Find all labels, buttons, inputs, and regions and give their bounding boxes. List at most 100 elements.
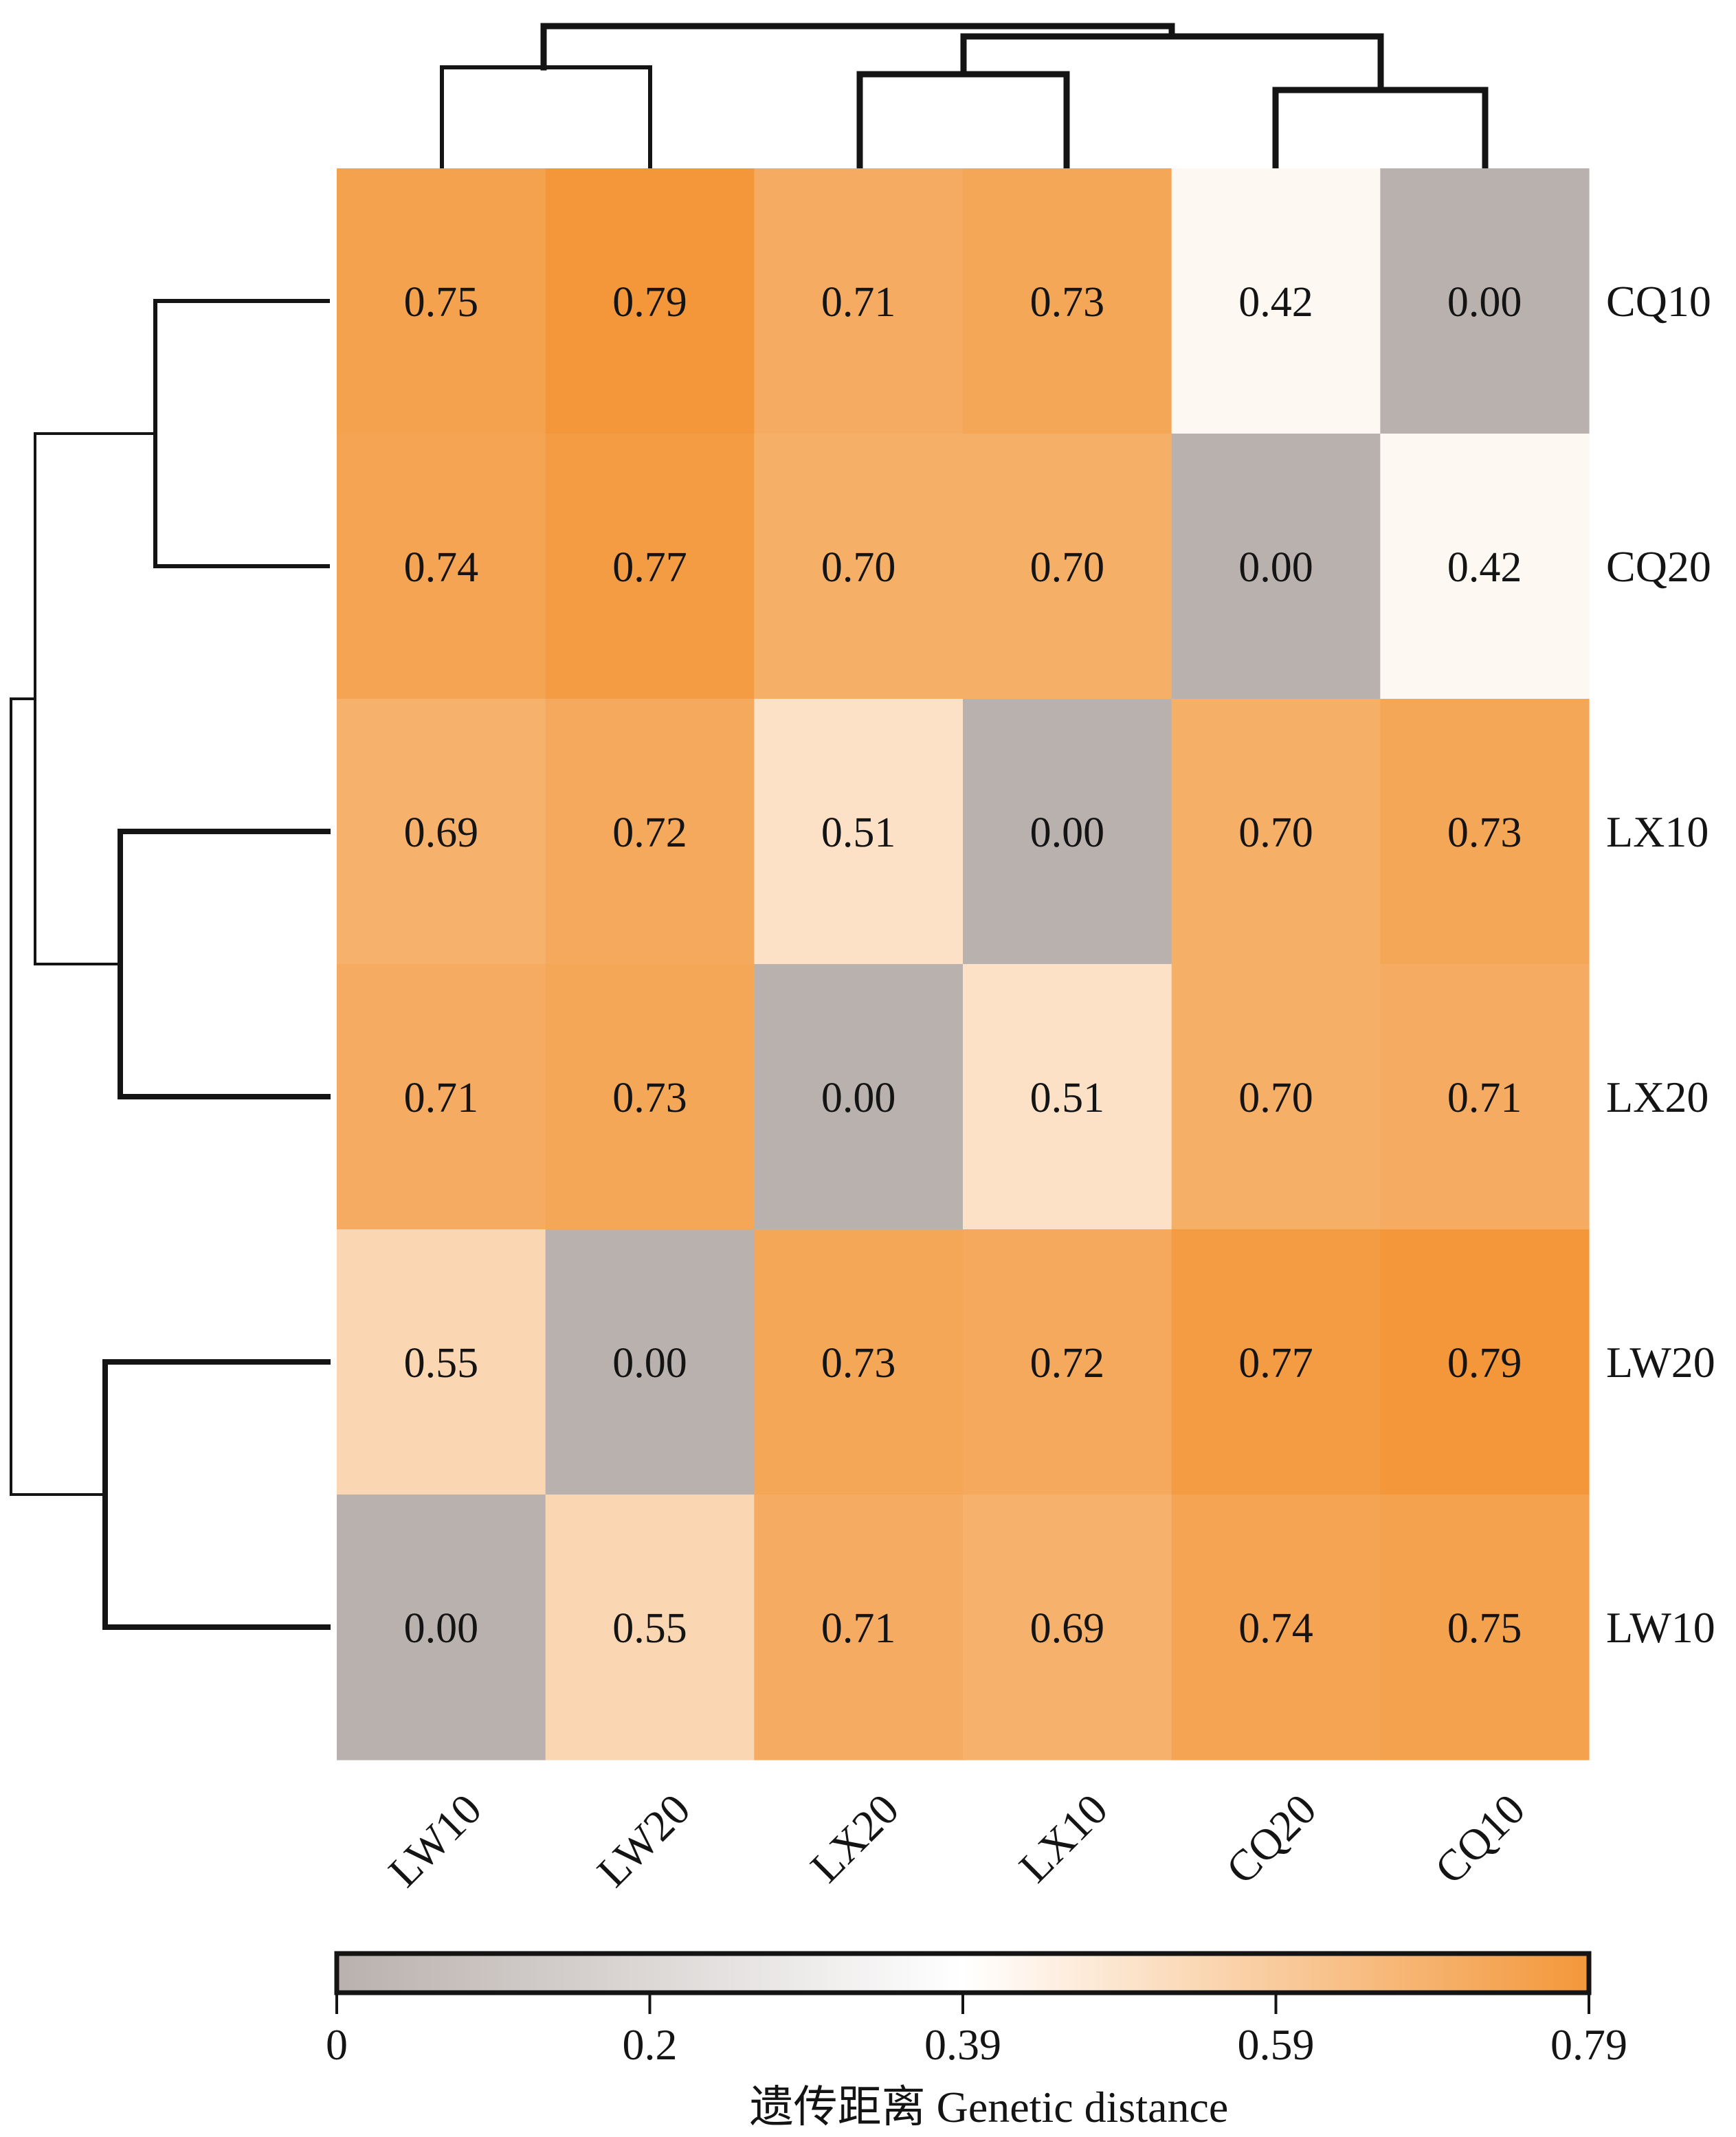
cell-value-label: 0.51	[1030, 1075, 1105, 1121]
heatmap-cell-cq10-lx20	[754, 168, 964, 434]
cell-value-label: 0.70	[1030, 544, 1105, 591]
row-label-lx10: LX10	[1606, 807, 1709, 856]
cell-value-label: 0.00	[404, 1605, 479, 1652]
heatmap-cell-lx10-cq20	[1171, 699, 1381, 965]
cell-value-label: 0.75	[1447, 1605, 1522, 1652]
colorbar-ticks: 0 0.2 0.39 0.59 0.79	[326, 1993, 1627, 2069]
cell-value-label: 0.73	[612, 1075, 687, 1121]
cell-value-label: 0.71	[821, 279, 896, 326]
column-label-lx20: LX20	[801, 1784, 909, 1892]
row-dendro-root	[10, 697, 107, 1496]
heatmap-cell-lw10-lx10	[963, 1495, 1172, 1760]
heatmap-cell-lw20-lx10	[963, 1229, 1172, 1495]
heatmap-cell-cq10-lx10	[963, 168, 1172, 434]
heatmap-cells	[337, 168, 1590, 1760]
cell-value-label: 0.73	[1447, 809, 1522, 856]
column-labels: LW10 LW20 LX20 LX10 CQ20 CQ10	[379, 1784, 1535, 1896]
cell-value-label: 0.73	[1030, 279, 1105, 326]
heatmap-cell-lx20-lw20	[545, 964, 755, 1230]
cell-value-label: 0.00	[1238, 544, 1313, 591]
col-dendro-lx-node	[856, 71, 1070, 170]
heatmap-cell-cq20-lw10	[337, 434, 546, 700]
heatmap-cell-lw20-lw10	[337, 1229, 546, 1495]
heatmap-cell-cq10-lw10	[337, 168, 546, 434]
colorbar-tick-label: 0.59	[1238, 2020, 1315, 2069]
heatmap-cell-lw20-lw20	[545, 1229, 755, 1495]
cell-value-label: 0.42	[1238, 279, 1313, 326]
cell-value-label: 0.79	[1447, 1340, 1522, 1387]
heatmap-cell-lx10-lx10	[963, 699, 1172, 965]
heatmap-cell-lw20-cq10	[1380, 1229, 1590, 1495]
column-dendrogram	[440, 23, 1489, 170]
row-dendro-cqlx-node	[34, 432, 157, 965]
heatmap-cell-lx20-lx10	[963, 964, 1172, 1230]
heatmap-cell-cq20-cq20	[1171, 434, 1381, 700]
heatmap-cell-cq10-cq10	[1380, 168, 1590, 434]
colorbar-gradient	[334, 1951, 1592, 1995]
cell-value-label: 0.69	[404, 809, 479, 856]
row-label-lw20: LW20	[1606, 1338, 1715, 1387]
colorbar: 0 0.2 0.39 0.59 0.79 遗传距离 Genetic distance	[326, 1951, 1627, 2132]
heatmap-cell-lx20-lw10	[337, 964, 546, 1230]
column-label-lw10: LW10	[379, 1784, 491, 1896]
row-dendro-lw-node	[102, 1359, 331, 1630]
row-dendrogram	[10, 299, 331, 1630]
heatmap-cell-cq20-lw20	[545, 434, 755, 700]
row-label-lw10: LW10	[1606, 1603, 1715, 1652]
cell-value-label: 0.55	[612, 1605, 687, 1652]
heatmap-cell-cq20-lx20	[754, 434, 964, 700]
cell-value-label: 0.74	[1238, 1605, 1313, 1652]
cell-value-label: 0.00	[1030, 809, 1105, 856]
cell-value-label: 0.42	[1447, 544, 1522, 591]
colorbar-title: 遗传距离 Genetic distance	[750, 2083, 1229, 2132]
cell-value-label: 0.74	[404, 544, 479, 591]
cell-value-label: 0.70	[1238, 1075, 1313, 1121]
col-dendro-cq-node	[1272, 87, 1489, 170]
heatmap-cell-lw10-cq10	[1380, 1495, 1590, 1760]
colorbar-tick-label: 0.2	[623, 2020, 678, 2069]
cell-value-label: 0.00	[612, 1340, 687, 1387]
cell-value-label: 0.69	[1030, 1605, 1105, 1652]
row-labels: CQ10 CQ20 LX10 LX20 LW20 LW10	[1606, 277, 1715, 1652]
heatmap-cell-lw10-cq20	[1171, 1495, 1381, 1760]
heatmap-cell-cq10-lw20	[545, 168, 755, 434]
heatmap-cell-cq20-cq10	[1380, 434, 1590, 700]
row-label-lx20: LX20	[1606, 1073, 1709, 1121]
cell-value-label: 0.71	[404, 1075, 479, 1121]
cell-value-label: 0.77	[1238, 1340, 1313, 1387]
heatmap-cell-cq20-lx10	[963, 434, 1172, 700]
row-label-cq20: CQ20	[1606, 542, 1711, 591]
cell-value-label: 0.75	[404, 279, 479, 326]
col-dendro-lxcq-node	[960, 33, 1384, 93]
cell-value-label: 0.00	[821, 1075, 896, 1121]
heatmap-cell-lw20-cq20	[1171, 1229, 1381, 1495]
heatmap-cell-lx10-lw20	[545, 699, 755, 965]
colorbar-tick-label: 0	[326, 2020, 348, 2069]
column-label-cq10: CQ10	[1425, 1784, 1534, 1893]
row-dendro-lx-node	[118, 829, 331, 1099]
heatmap-value-labels: 0.75 0.79 0.71 0.73 0.42 0.00 0.74 0.77 0.70 0.70…	[404, 279, 1522, 1652]
column-label-lw20: LW20	[588, 1784, 699, 1896]
heatmap-cell-lw10-lw10	[337, 1495, 546, 1760]
heatmap-cell-lw10-lx20	[754, 1495, 964, 1760]
cell-value-label: 0.71	[821, 1605, 896, 1652]
cell-value-label: 0.55	[404, 1340, 479, 1387]
col-dendro-root	[540, 23, 1175, 71]
heatmap-cell-lw20-lx20	[754, 1229, 964, 1495]
heatmap-cell-lw10-lw20	[545, 1495, 755, 1760]
col-dendro-lw-node	[440, 65, 652, 169]
colorbar-tick-label: 0.39	[924, 2020, 1001, 2069]
row-label-cq10: CQ10	[1606, 277, 1711, 326]
cell-value-label: 0.00	[1447, 279, 1522, 326]
heatmap-cell-lx10-cq10	[1380, 699, 1590, 965]
cell-value-label: 0.51	[821, 809, 896, 856]
cell-value-label: 0.73	[821, 1340, 896, 1387]
cell-value-label: 0.71	[1447, 1075, 1522, 1121]
cell-value-label: 0.70	[1238, 809, 1313, 856]
column-label-cq20: CQ20	[1216, 1784, 1325, 1893]
column-label-lx10: LX10	[1010, 1784, 1117, 1892]
cell-value-label: 0.72	[612, 809, 687, 856]
heatmap-cell-lx20-cq20	[1171, 964, 1381, 1230]
cell-value-label: 0.77	[612, 544, 687, 591]
